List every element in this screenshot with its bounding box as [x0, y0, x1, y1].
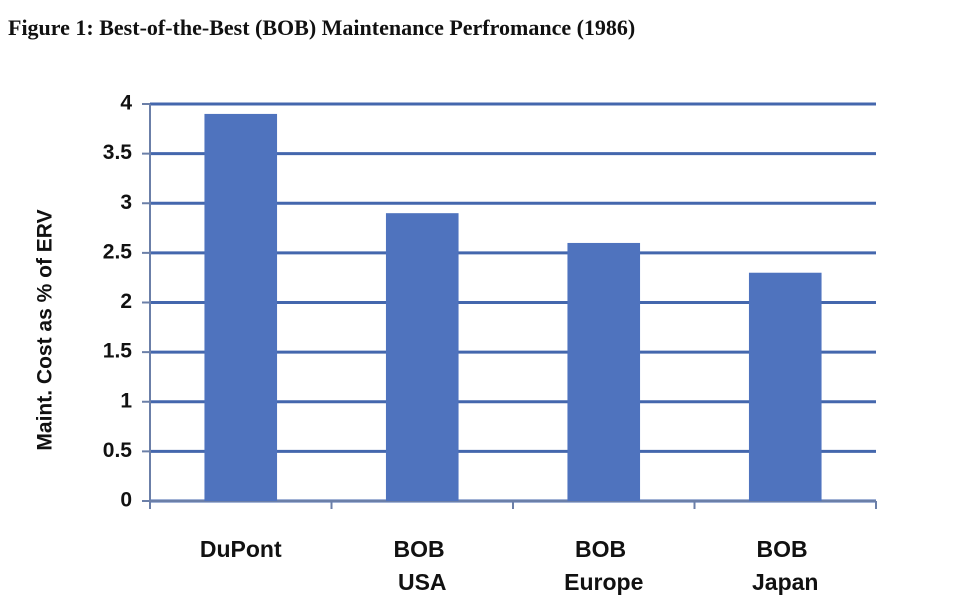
- y-axis-label: Maint. Cost as % of ERV: [34, 209, 57, 450]
- y-tick-label: 3.5: [103, 141, 133, 164]
- bar: [385, 213, 459, 502]
- bar: [748, 272, 822, 501]
- y-tick-label: 0: [120, 489, 132, 512]
- y-tick-label: 4: [120, 92, 132, 115]
- x-tick-label: BOB Japan: [752, 536, 818, 595]
- y-tick-label: 1: [120, 389, 132, 412]
- chart-title: Figure 1: Best-of-the-Best (BOB) Mainten…: [8, 15, 635, 40]
- bar: [204, 113, 278, 502]
- x-tick-label: BOB USA: [394, 536, 452, 595]
- bar: [567, 242, 641, 501]
- y-tick-label: 2.5: [103, 240, 133, 263]
- x-tick-label: DuPont: [200, 536, 282, 562]
- y-tick-label: 1.5: [103, 340, 133, 363]
- x-tick-label: BOB Europe: [564, 536, 643, 595]
- y-tick-label: 0.5: [103, 439, 133, 462]
- y-tick-label: 3: [120, 191, 132, 214]
- y-tick-label: 2: [120, 290, 132, 313]
